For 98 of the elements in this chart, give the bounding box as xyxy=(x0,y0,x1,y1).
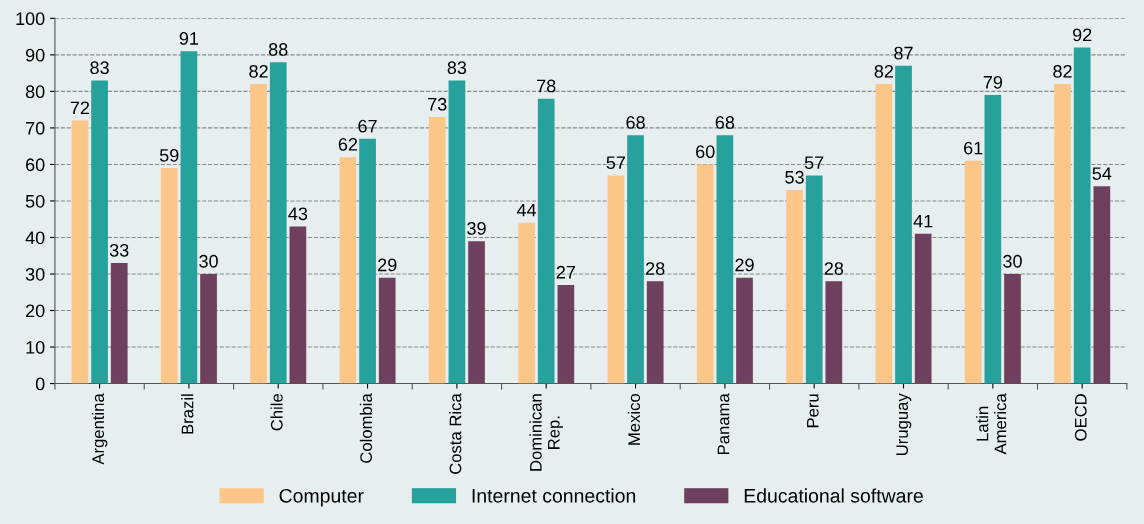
data-label: 92 xyxy=(1072,28,1092,42)
y-tick-label: 20 xyxy=(26,304,45,318)
data-label: 57 xyxy=(606,156,626,170)
data-label: 39 xyxy=(467,222,486,235)
data-label: 82 xyxy=(874,64,894,78)
bar xyxy=(786,190,803,384)
y-tick-label: 30 xyxy=(25,267,45,281)
bar xyxy=(825,281,843,384)
data-label: 53 xyxy=(785,170,804,184)
y-tick-label: 90 xyxy=(25,48,45,62)
bar xyxy=(160,168,178,384)
bar xyxy=(1054,84,1071,384)
data-label: 43 xyxy=(288,207,308,221)
bar xyxy=(71,120,89,384)
y-tick-label: 80 xyxy=(25,85,45,99)
bar xyxy=(716,135,734,384)
data-label: 54 xyxy=(1092,167,1112,180)
bar xyxy=(964,160,982,384)
bar xyxy=(984,95,1002,384)
bar xyxy=(110,263,128,384)
bar xyxy=(1004,274,1021,384)
x-tick-label: OECD xyxy=(1074,394,1087,441)
data-label: 91 xyxy=(179,32,199,45)
data-label: 61 xyxy=(964,141,983,155)
bar xyxy=(359,138,376,384)
data-label: 68 xyxy=(626,116,645,129)
bar xyxy=(468,241,485,384)
data-label: 60 xyxy=(696,145,715,159)
data-label: 27 xyxy=(556,265,575,279)
x-tick-label: Argentina xyxy=(91,393,108,465)
data-label: 82 xyxy=(249,64,268,78)
bar xyxy=(914,233,932,384)
bar xyxy=(518,222,535,384)
bar xyxy=(448,80,466,384)
y-tick-label: 0 xyxy=(35,377,45,391)
legend-label: Internet connection xyxy=(472,488,636,503)
x-tick-label: Peru xyxy=(807,394,819,428)
y-tick-label: 40 xyxy=(25,231,45,245)
bar xyxy=(91,80,108,384)
x-tick-label: Colombia xyxy=(359,393,373,463)
data-label: 67 xyxy=(358,119,377,133)
bar xyxy=(1073,47,1091,384)
bar xyxy=(250,84,267,384)
bar xyxy=(200,274,217,384)
bar xyxy=(875,84,893,384)
bar xyxy=(378,277,396,384)
y-tick-label: 70 xyxy=(26,121,45,135)
x-tick-label: Dominican Rep. xyxy=(529,394,563,471)
bar xyxy=(895,65,912,384)
data-label: 72 xyxy=(70,101,90,115)
legend-label: Educational software xyxy=(744,488,923,503)
y-tick-label: 100 xyxy=(16,12,45,26)
bar xyxy=(627,135,644,384)
data-label: 44 xyxy=(516,203,537,217)
bar xyxy=(537,98,555,384)
data-label: 73 xyxy=(428,97,447,111)
data-label: 29 xyxy=(735,258,754,272)
bar xyxy=(269,62,287,384)
bar xyxy=(1093,186,1111,384)
bar xyxy=(646,281,664,384)
data-label: 79 xyxy=(983,75,1003,89)
data-label: 59 xyxy=(159,148,179,162)
legend-label: Computer xyxy=(279,488,364,507)
data-label: 33 xyxy=(109,243,129,257)
data-label: 62 xyxy=(338,137,358,151)
bar xyxy=(428,116,446,384)
bar xyxy=(805,175,823,384)
bar xyxy=(696,164,714,384)
bar xyxy=(736,277,753,384)
x-tick-label: Mexico xyxy=(627,393,641,445)
x-tick-label: Panama xyxy=(717,393,730,454)
data-label: 29 xyxy=(378,258,397,272)
x-tick-label: Chile xyxy=(270,394,283,431)
data-label: 82 xyxy=(1053,64,1072,78)
y-tick-label: 60 xyxy=(26,158,45,172)
bar xyxy=(339,157,357,384)
data-label: 28 xyxy=(824,262,844,275)
data-label: 30 xyxy=(199,254,218,268)
bar xyxy=(180,51,198,384)
data-label: 68 xyxy=(715,116,735,129)
y-tick-label: 10 xyxy=(26,340,45,354)
data-label: 78 xyxy=(537,79,556,93)
x-tick-label: Costa Rica xyxy=(449,393,462,474)
bar xyxy=(607,175,625,384)
y-tick-label: 50 xyxy=(25,194,45,208)
data-label: 30 xyxy=(1003,254,1022,268)
data-label: 57 xyxy=(804,156,824,170)
data-label: 41 xyxy=(913,214,933,228)
bar xyxy=(289,226,307,384)
data-label: 83 xyxy=(447,61,467,75)
data-label: 88 xyxy=(268,43,288,56)
x-tick-label: Brazil xyxy=(181,394,194,434)
x-tick-label: Uruguay xyxy=(896,393,912,455)
data-label: 87 xyxy=(894,46,913,60)
x-tick-label: Latin America xyxy=(976,393,1007,455)
bar xyxy=(557,284,575,384)
data-label: 83 xyxy=(90,61,109,75)
data-label: 28 xyxy=(646,262,665,275)
